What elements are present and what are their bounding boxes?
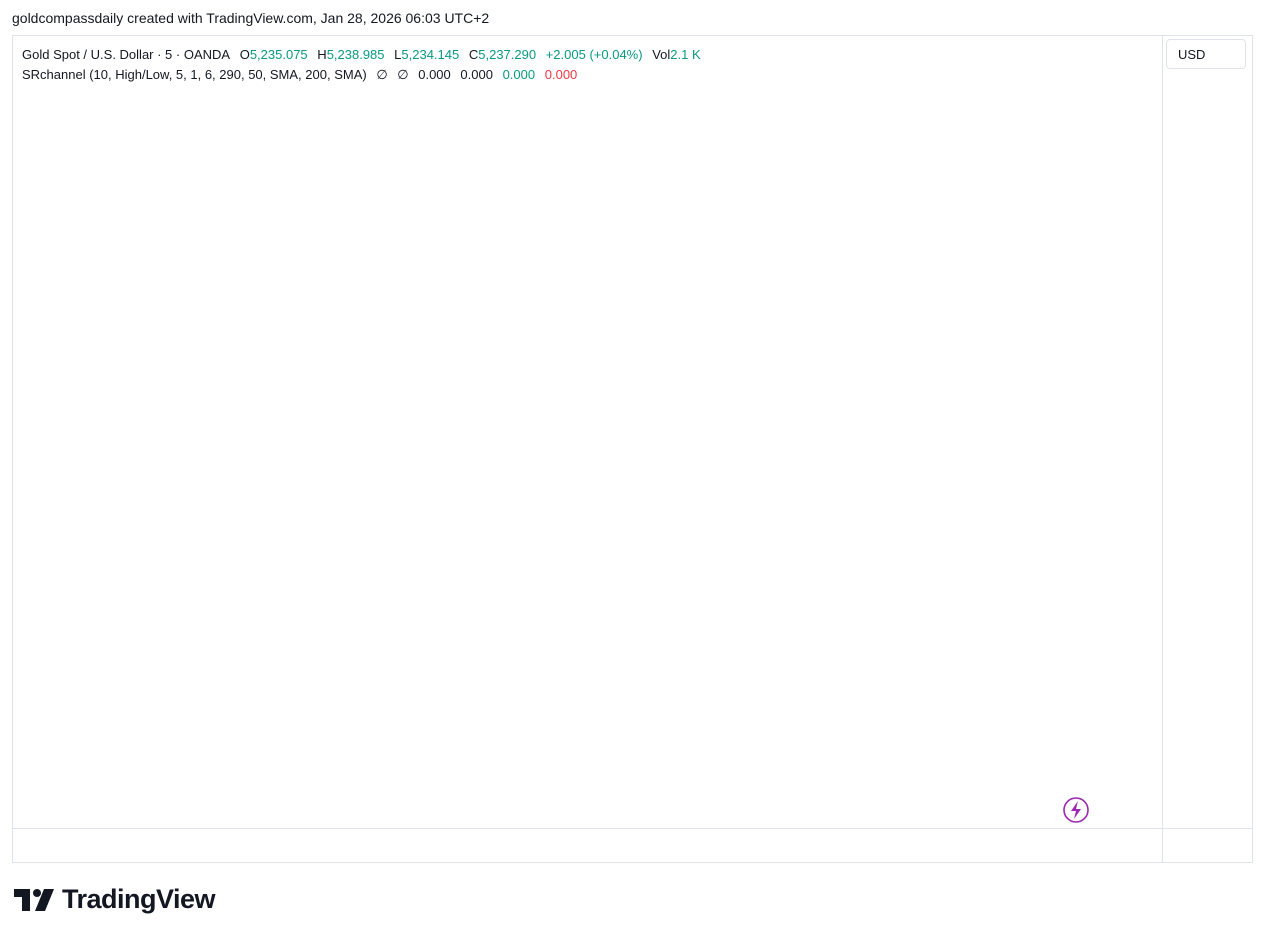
frame [12,35,1253,863]
high-label: H [317,47,327,62]
open: 5,235.075 [249,47,308,62]
indicator-value: 0.000 [544,67,578,82]
indicator-name: SRchannel (10, High/Low, 5, 1, 6, 290, 5… [22,67,367,82]
indicator-value: ∅ [397,67,409,82]
indicator-value: 0.000 [418,67,451,82]
close-label: C [468,47,479,62]
close: 5,237.290 [478,47,537,62]
indicator-value: 0.000 [460,67,493,82]
high: 5,238.985 [326,47,385,62]
symbol: Gold Spot / U.S. Dollar · 5 · OANDA [22,47,231,62]
symbol-row: Gold Spot / U.S. Dollar · 5 · OANDA O5,2… [22,45,701,65]
open-label: O [239,47,250,62]
currency-button[interactable]: USD [1166,39,1246,69]
replay-icon[interactable] [1063,797,1089,823]
volume-label: Vol [652,47,671,62]
brand-text: TradingView [62,884,216,914]
change: +2.005 (+0.04%) [545,47,643,62]
low-label: L [394,47,402,62]
brand: TradingView [14,884,216,915]
indicator-value: 0.000 [502,67,536,82]
legend: Gold Spot / U.S. Dollar · 5 · OANDA O5,2… [22,45,701,85]
indicator-value: ∅ [376,67,388,82]
low: 5,234.145 [401,47,460,62]
volume: 2.1 K [670,47,701,62]
indicator-row: SRchannel (10, High/Low, 5, 1, 6, 290, 5… [22,65,701,85]
brand-logo [14,888,54,911]
credit: goldcompassdaily created with TradingVie… [12,10,490,26]
